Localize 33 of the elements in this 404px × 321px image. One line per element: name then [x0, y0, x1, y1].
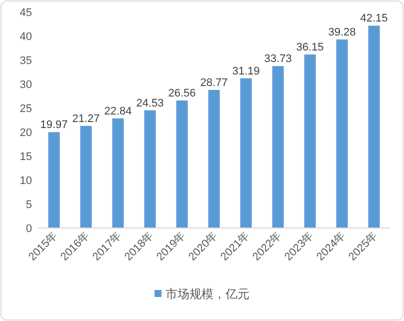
data-label: 31.19 [232, 65, 260, 78]
bar [240, 78, 252, 228]
y-tick-label: 10 [20, 175, 32, 187]
y-tick-label: 0 [26, 223, 32, 235]
bar [144, 110, 156, 228]
bar [80, 126, 92, 228]
y-tick-label: 30 [20, 79, 32, 91]
bar [208, 90, 220, 228]
bar [368, 26, 380, 228]
bar [176, 100, 188, 228]
data-label: 21.27 [72, 112, 100, 125]
data-label: 42.15 [360, 12, 388, 25]
bar [112, 118, 124, 228]
legend-label: 市场规模，亿元 [166, 287, 250, 301]
data-label: 39.28 [328, 26, 356, 38]
data-label: 22.84 [104, 105, 132, 118]
bar [48, 132, 60, 228]
y-tick-label: 20 [20, 127, 32, 139]
y-tick-label: 5 [26, 199, 32, 211]
y-tick-label: 40 [20, 31, 32, 43]
bar [272, 66, 284, 228]
bar [336, 39, 348, 228]
data-label: 33.73 [264, 53, 292, 66]
data-label: 24.53 [136, 97, 164, 110]
y-tick-label: 45 [20, 7, 32, 19]
data-label: 26.56 [168, 88, 196, 100]
y-tick-label: 25 [20, 103, 32, 115]
data-label: 19.97 [40, 119, 68, 132]
y-tick-label: 35 [20, 55, 32, 67]
data-label: 28.77 [200, 76, 228, 89]
y-tick-label: 15 [20, 151, 32, 163]
bar [304, 54, 316, 228]
data-label: 36.15 [296, 41, 324, 54]
